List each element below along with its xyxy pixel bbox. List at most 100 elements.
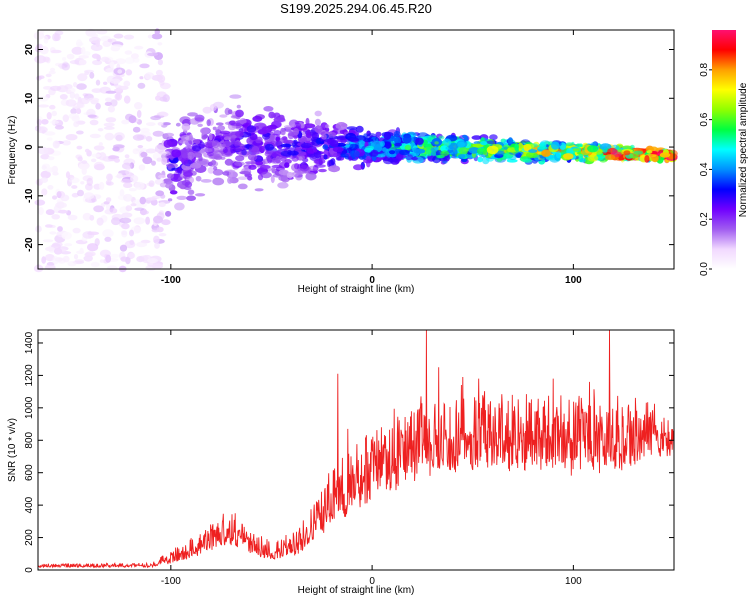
spectrogram-cell: [41, 256, 47, 264]
spectrogram-cell: [83, 51, 91, 56]
spectrogram-cell: [166, 173, 175, 179]
spectrogram-cell: [43, 35, 49, 44]
spectrogram-cell: [132, 134, 145, 141]
spectrogram-cell: [93, 205, 104, 213]
spectrogram-cell: [249, 133, 258, 141]
spectrogram-cell: [275, 136, 281, 142]
spectrogram-cell: [525, 143, 535, 149]
spectrogram-cell: [51, 110, 57, 117]
spectrogram-cell: [105, 197, 112, 203]
spectrogram-cell: [347, 137, 360, 142]
spectrogram-cell: [171, 149, 182, 158]
spectrogram-cell: [277, 182, 289, 189]
spectrogram-cell: [215, 146, 226, 151]
spectrogram-cell: [207, 167, 215, 174]
y-tick-label: -20: [24, 237, 35, 252]
spectrogram-cell: [195, 175, 202, 182]
spectrogram-cell: [85, 28, 97, 37]
spectrogram-cell: [273, 117, 286, 123]
spectrogram-cell: [109, 206, 114, 213]
spectrogram-cell: [176, 195, 188, 200]
spectrogram-cell: [114, 158, 120, 163]
spectrogram-cell: [271, 164, 283, 169]
spectrogram-cell: [36, 119, 42, 126]
spectrogram-cell: [52, 256, 59, 265]
y-tick-label: 1200: [24, 364, 35, 387]
spectrogram-cell: [245, 161, 257, 165]
spectrogram-cell: [489, 134, 498, 141]
spectrogram-cell: [457, 141, 465, 148]
spectrogram-cell: [38, 96, 49, 102]
spectrogram-cell: [159, 80, 165, 86]
y-tick-label: -10: [24, 188, 35, 203]
spectrogram-cell: [237, 183, 248, 190]
spectrogram-cell: [83, 255, 93, 262]
spectrogram-cell: [353, 164, 364, 171]
spectrogram-cell: [336, 135, 348, 141]
spectrogram-cell: [113, 33, 124, 39]
spectrogram-cell: [457, 154, 466, 159]
spectrogram-cell: [537, 146, 548, 150]
spectrogram-cell: [110, 78, 121, 84]
spectrogram-cell: [306, 129, 311, 138]
spectrogram-cell: [65, 134, 78, 141]
spectrogram-cell: [273, 130, 282, 136]
spectrogram-cell: [224, 107, 231, 116]
spectrogram-cell: [95, 103, 101, 110]
spectrogram-cell: [264, 143, 275, 151]
spectrogram-cell: [477, 156, 483, 163]
spectrogram-cell: [222, 171, 232, 176]
spectrogram-cell: [136, 110, 142, 118]
spectrogram-cell: [93, 145, 105, 151]
spectrogram-cell: [153, 235, 160, 244]
spectrogram-cell: [375, 131, 382, 137]
spectrogram-cell: [132, 126, 141, 133]
spectrogram-cell: [123, 80, 131, 87]
snr-y-label: SNR (10 * v/v): [7, 418, 18, 482]
spectrogram-cell: [275, 155, 281, 164]
spectrogram-cell: [38, 30, 45, 34]
spectrogram-cell: [42, 56, 50, 63]
spectrogram-cell: [442, 160, 448, 164]
spectrogram-cell: [158, 174, 166, 179]
spectrogram-cell: [197, 123, 203, 128]
spectrogram-cell: [77, 73, 88, 82]
spectrogram-cell: [106, 173, 113, 181]
y-tick-label: 1000: [24, 396, 35, 419]
spectrogram-cell: [541, 149, 551, 157]
spectrogram-cell: [79, 247, 84, 254]
x-tick-label: -100: [161, 275, 181, 286]
spectrogram-cell: [40, 177, 49, 183]
spectrogram-cell: [90, 44, 103, 51]
spectrogram-cell: [270, 175, 275, 184]
spectrogram-cell: [514, 143, 519, 152]
spectrogram-cell: [150, 199, 158, 206]
spectrogram-cell: [314, 164, 326, 168]
spectrogram-cell: [105, 117, 117, 123]
spectrogram-cell: [68, 177, 80, 184]
spectrogram-cell: [50, 49, 62, 54]
spectrogram-cell: [40, 170, 51, 179]
spectrogram-cell: [305, 172, 317, 181]
spectrogram-cell: [247, 154, 258, 161]
spectrogram-cell: [49, 231, 57, 235]
spectrogram-cell: [117, 69, 123, 74]
spectrogram-cell: [389, 150, 396, 155]
spectrogram-cell: [191, 145, 202, 152]
spectrogram-cell: [109, 61, 115, 69]
spectrogram-cell: [323, 154, 328, 160]
spectrogram-cell: [49, 104, 56, 110]
spectrogram-cell: [394, 142, 403, 147]
colorbar-tick-label: 0.6: [699, 112, 710, 126]
spectrogram-cell: [85, 251, 96, 257]
spectrogram-cell: [95, 79, 101, 86]
spectrogram-cell: [452, 148, 458, 157]
spectrogram-cell: [104, 236, 112, 242]
spectrogram-cell: [49, 67, 56, 72]
spectrogram-cell: [147, 258, 158, 264]
spectrogram-cell: [139, 76, 144, 80]
spectrogram-cell: [230, 122, 242, 127]
spectrogram-cell: [246, 125, 257, 133]
spectrogram-cell: [76, 42, 84, 46]
